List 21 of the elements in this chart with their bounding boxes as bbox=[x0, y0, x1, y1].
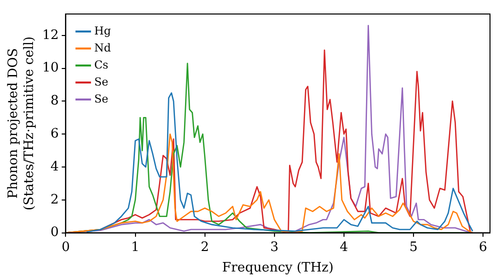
legend-label: Se bbox=[94, 92, 108, 106]
y-tick-label: 4 bbox=[50, 159, 59, 174]
y-axis-title: Phonon projected DOS (States/THz·primitive cell) bbox=[6, 36, 37, 210]
x-tick-label: 6 bbox=[478, 240, 488, 255]
x-tick-label: 3 bbox=[270, 240, 279, 255]
x-tick-label: 4 bbox=[340, 240, 348, 255]
y-tick-label: 0 bbox=[50, 225, 59, 240]
x-tick-label: 2 bbox=[200, 240, 209, 255]
y-tick-label: 6 bbox=[50, 126, 59, 142]
x-tick-label: 1 bbox=[131, 240, 140, 255]
legend-label: Cs bbox=[94, 58, 109, 72]
x-axis-title: Frequency (THz) bbox=[222, 260, 334, 276]
legend-label: Se bbox=[94, 75, 108, 88]
y-tick-label: 8 bbox=[50, 94, 59, 109]
y-tick-label: 12 bbox=[42, 28, 59, 43]
x-tick-label: 0 bbox=[62, 240, 70, 255]
x-tick-label: 5 bbox=[409, 240, 418, 255]
y-tick-label: 2 bbox=[50, 192, 59, 208]
legend-label: Hg bbox=[94, 24, 111, 38]
y-tick-label: 10 bbox=[42, 60, 59, 76]
legend-label: Nd bbox=[94, 41, 111, 54]
